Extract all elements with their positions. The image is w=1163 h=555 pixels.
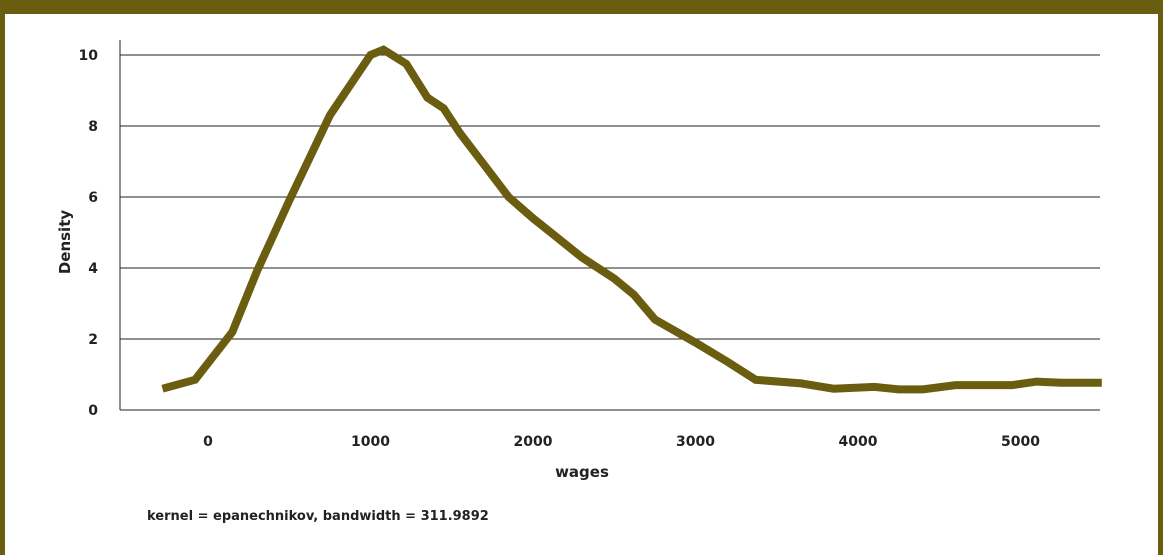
x-axis-label: wages bbox=[555, 463, 609, 481]
gridlines bbox=[120, 54, 1100, 340]
axes bbox=[119, 40, 1100, 411]
y-tick-label: 8 bbox=[88, 119, 98, 135]
y-tick-label: 0 bbox=[88, 403, 98, 419]
x-tick-label: 0 bbox=[203, 434, 213, 450]
x-tick-label: 1000 bbox=[351, 434, 390, 450]
tick-labels: 0 2 4 6 8 10 0 1000 2000 3000 4000 5000 bbox=[79, 48, 1041, 450]
x-tick-label: 5000 bbox=[1001, 434, 1040, 450]
x-tick-label: 3000 bbox=[676, 434, 715, 450]
x-tick-label: 2000 bbox=[514, 434, 553, 450]
kernel-note: kernel = epanechnikov, bandwidth = 311.9… bbox=[147, 509, 489, 524]
x-tick-label: 4000 bbox=[839, 434, 878, 450]
y-axis-label: Density bbox=[56, 210, 74, 275]
y-tick-label: 2 bbox=[88, 332, 98, 348]
y-tick-label: 10 bbox=[79, 48, 99, 64]
density-line bbox=[161, 45, 1102, 394]
y-tick-label: 4 bbox=[88, 261, 98, 277]
series bbox=[161, 45, 1102, 394]
y-tick-label: 6 bbox=[88, 190, 98, 206]
